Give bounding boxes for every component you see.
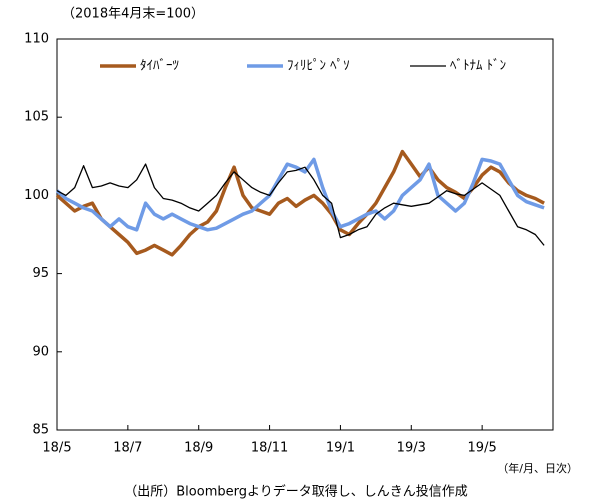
legend-label: ﾍﾞﾄﾅﾑ ﾄﾞﾝ: [450, 59, 506, 74]
legend-label: ﾌｨﾘﾋﾟﾝ ﾍﾟｿ: [287, 59, 350, 74]
x-tick-label: 18/7: [113, 441, 142, 456]
y-tick-label: 105: [24, 110, 49, 125]
x-note: （年/月、日次）: [497, 461, 578, 475]
x-tick-label: 18/9: [184, 441, 213, 456]
y-tick-label: 85: [32, 423, 49, 438]
y-tick-label: 90: [32, 344, 49, 359]
line: [56, 163, 545, 246]
line: [55, 157, 545, 232]
x-tick-label: 19/1: [326, 441, 355, 456]
x-tick-label: 18/5: [42, 441, 71, 456]
source: （出所）Bloombergよりデータ取得し、しんきん投信作成: [124, 484, 467, 500]
plot-frame: [56, 38, 554, 431]
y-tick-label: 100: [24, 188, 49, 203]
x-tick-label: 19/5: [468, 441, 497, 456]
line: [55, 149, 545, 257]
subtitle: （2018年4月末=100）: [62, 7, 204, 22]
legend-label: ﾀｲﾊﾞｰﾂ: [140, 59, 179, 74]
x-tick-label: 18/11: [251, 441, 288, 456]
y-tick-label: 95: [32, 266, 49, 281]
x-tick-label: 19/3: [397, 441, 426, 456]
y-tick-label: 110: [24, 32, 49, 47]
